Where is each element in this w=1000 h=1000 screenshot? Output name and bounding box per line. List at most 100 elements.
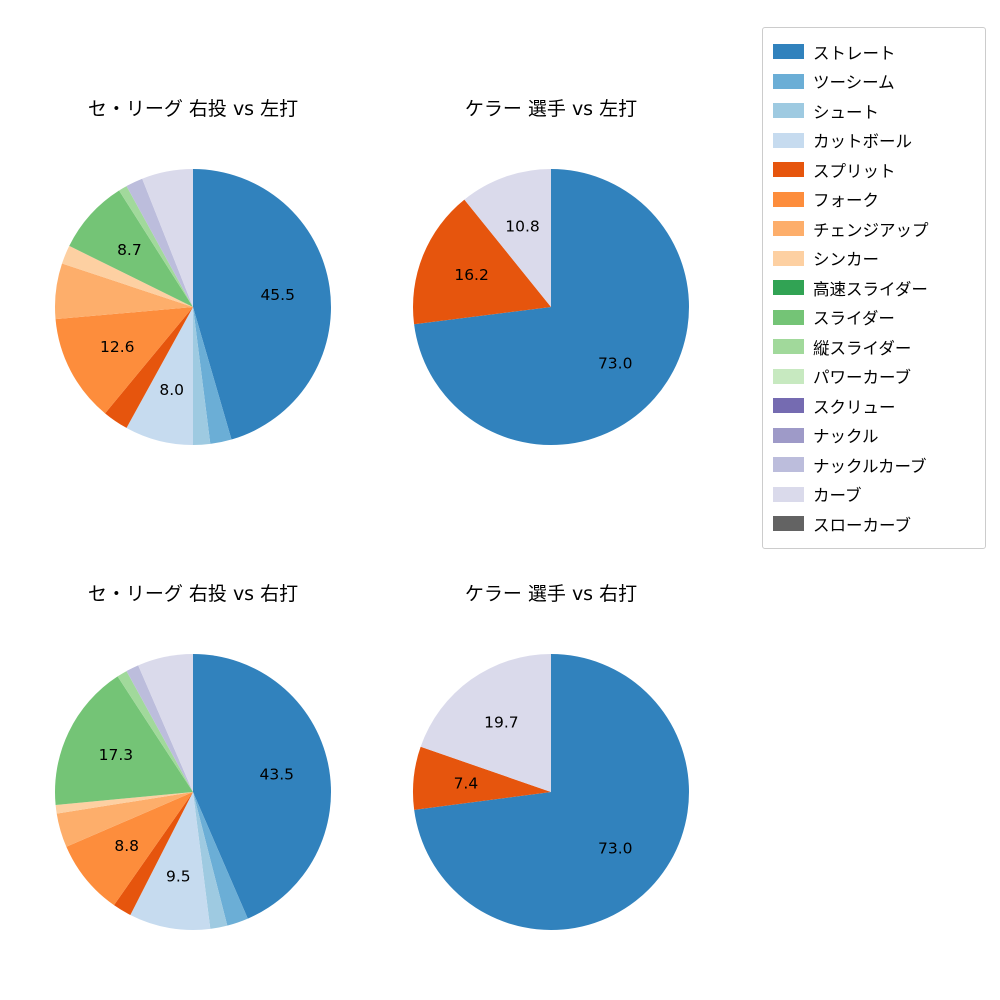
legend-label: スライダー — [813, 309, 895, 329]
pie-wedge — [193, 307, 211, 445]
pie-wedge — [193, 654, 332, 919]
pie-wedge — [55, 792, 193, 814]
legend-label: スプリット — [813, 161, 896, 181]
legend-item: カットボール — [773, 126, 975, 156]
legend-color-swatch — [773, 191, 804, 207]
legend-color-swatch — [773, 162, 804, 178]
legend-label: フォーク — [813, 191, 879, 211]
pie-percent-label: 8.0 — [159, 381, 184, 399]
pie-wedge — [54, 263, 193, 320]
pie-svg-keller-vs-left: 73.0 16.2 10.8 — [413, 169, 690, 445]
pie-wedge — [56, 792, 194, 847]
legend-label: カーブ — [813, 486, 862, 506]
pie-wedge — [62, 245, 193, 307]
pie-svg-league-vs-right: 43.5 9.5 8.8 17.3 — [54, 654, 332, 930]
chart-title: セ・リーグ 右投 vs 左打 — [87, 98, 299, 120]
pie-percent-label: 8.8 — [114, 837, 139, 855]
legend-item: シュート — [773, 96, 975, 126]
pie-wedge — [142, 169, 193, 307]
legend-item: ツーシーム — [773, 67, 975, 97]
legend-color-swatch — [773, 427, 804, 443]
pie-percent-label: 17.3 — [99, 746, 134, 764]
legend-item: フォーク — [773, 185, 975, 215]
pie-wedge — [414, 169, 690, 445]
pie-chart-keller-vs-right-batter: ケラー 選手 vs 右打 73.0 7.4 19.7 — [406, 582, 696, 937]
pie-wedge — [138, 654, 193, 792]
legend-label: スローカーブ — [813, 515, 912, 535]
pie-chart-keller-vs-left-batter: ケラー 選手 vs 左打 73.0 16.2 10.8 — [406, 97, 696, 452]
legend-color-swatch — [773, 368, 804, 384]
pie-wedge — [54, 676, 193, 805]
pie-wedge — [105, 307, 193, 428]
pie-percent-label: 73.0 — [598, 355, 633, 373]
pie-wedge — [464, 169, 551, 307]
legend-item: チェンジアップ — [773, 214, 975, 244]
pie-wedge — [130, 792, 211, 930]
pie-percent-label: 7.4 — [454, 774, 479, 792]
legend-color-swatch — [773, 103, 804, 119]
legend-color-swatch — [773, 398, 804, 414]
legend-items: ストレート ツーシーム シュート カットボール スプリット フォーク チェンジアップ シンカー… — [773, 37, 975, 539]
legend-item: スクリュー — [773, 391, 975, 421]
pie-percent-label: 16.2 — [454, 266, 489, 284]
pie-chart-league-right-vs-right-batter: セ・リーグ 右投 vs 右打 43.5 9.5 8.8 17.3 — [48, 582, 338, 937]
chart-title: セ・リーグ 右投 vs 右打 — [87, 583, 299, 605]
legend-item: スプリット — [773, 155, 975, 185]
legend-label: スクリュー — [813, 397, 896, 417]
legend: ストレート ツーシーム シュート カットボール スプリット フォーク チェンジアップ シンカー… — [762, 27, 986, 549]
pie-wedge — [193, 792, 248, 926]
legend-label: ナックルカーブ — [813, 456, 927, 476]
pie-percent-label: 45.5 — [260, 286, 295, 304]
pie-wedge — [193, 792, 228, 929]
pie-wedge — [193, 307, 232, 444]
pie-percent-label: 9.5 — [166, 867, 191, 885]
pie-wedge — [126, 665, 193, 792]
legend-label: シュート — [813, 102, 879, 122]
legend-label: ストレート — [813, 43, 896, 63]
legend-item: 高速スライダー — [773, 273, 975, 303]
chart-title: ケラー 選手 vs 右打 — [464, 583, 638, 605]
legend-color-swatch — [773, 280, 804, 296]
pie-wedge — [119, 186, 193, 307]
legend-color-swatch — [773, 132, 804, 148]
pie-chart-league-right-vs-left-batter: セ・リーグ 右投 vs 左打 45.5 8.0 12.6 8.7 — [48, 97, 338, 452]
legend-color-swatch — [773, 457, 804, 473]
pie-wedge — [66, 792, 193, 906]
legend-color-swatch — [773, 250, 804, 266]
legend-color-swatch — [773, 309, 804, 325]
legend-item: ナックルカーブ — [773, 450, 975, 480]
legend-item: スローカーブ — [773, 509, 975, 539]
legend-item: パワーカーブ — [773, 362, 975, 392]
pie-wedge — [413, 746, 551, 810]
pie-percent-label: 73.0 — [598, 839, 633, 857]
legend-label: カットボール — [813, 132, 912, 152]
pie-wedge — [126, 307, 193, 445]
pie-wedge — [114, 792, 193, 915]
pie-wedge — [117, 671, 193, 792]
legend-item: スライダー — [773, 303, 975, 333]
pie-wedge — [193, 169, 331, 440]
pie-wedge — [413, 199, 551, 325]
pie-percent-label: 8.7 — [117, 241, 142, 259]
pie-percent-label: 19.7 — [484, 713, 519, 731]
legend-color-swatch — [773, 221, 804, 237]
legend-color-swatch — [773, 486, 804, 502]
legend-item: ストレート — [773, 37, 975, 67]
legend-color-swatch — [773, 44, 804, 60]
pie-wedge — [69, 190, 193, 307]
pie-svg-keller-vs-right: 73.0 7.4 19.7 — [413, 654, 690, 930]
chart-title: ケラー 選手 vs 左打 — [464, 98, 638, 120]
legend-color-swatch — [773, 73, 804, 89]
legend-label: チェンジアップ — [813, 220, 929, 240]
legend-item: カーブ — [773, 480, 975, 510]
pie-percent-label: 10.8 — [505, 217, 540, 235]
pie-wedge — [55, 307, 193, 414]
pie-wedge — [420, 654, 551, 792]
legend-label: ツーシーム — [813, 73, 895, 93]
pie-percent-label: 43.5 — [260, 766, 295, 784]
legend-color-swatch — [773, 339, 804, 355]
legend-label: 縦スライダー — [813, 338, 912, 358]
legend-color-swatch — [773, 516, 804, 532]
pie-wedge — [414, 654, 690, 930]
